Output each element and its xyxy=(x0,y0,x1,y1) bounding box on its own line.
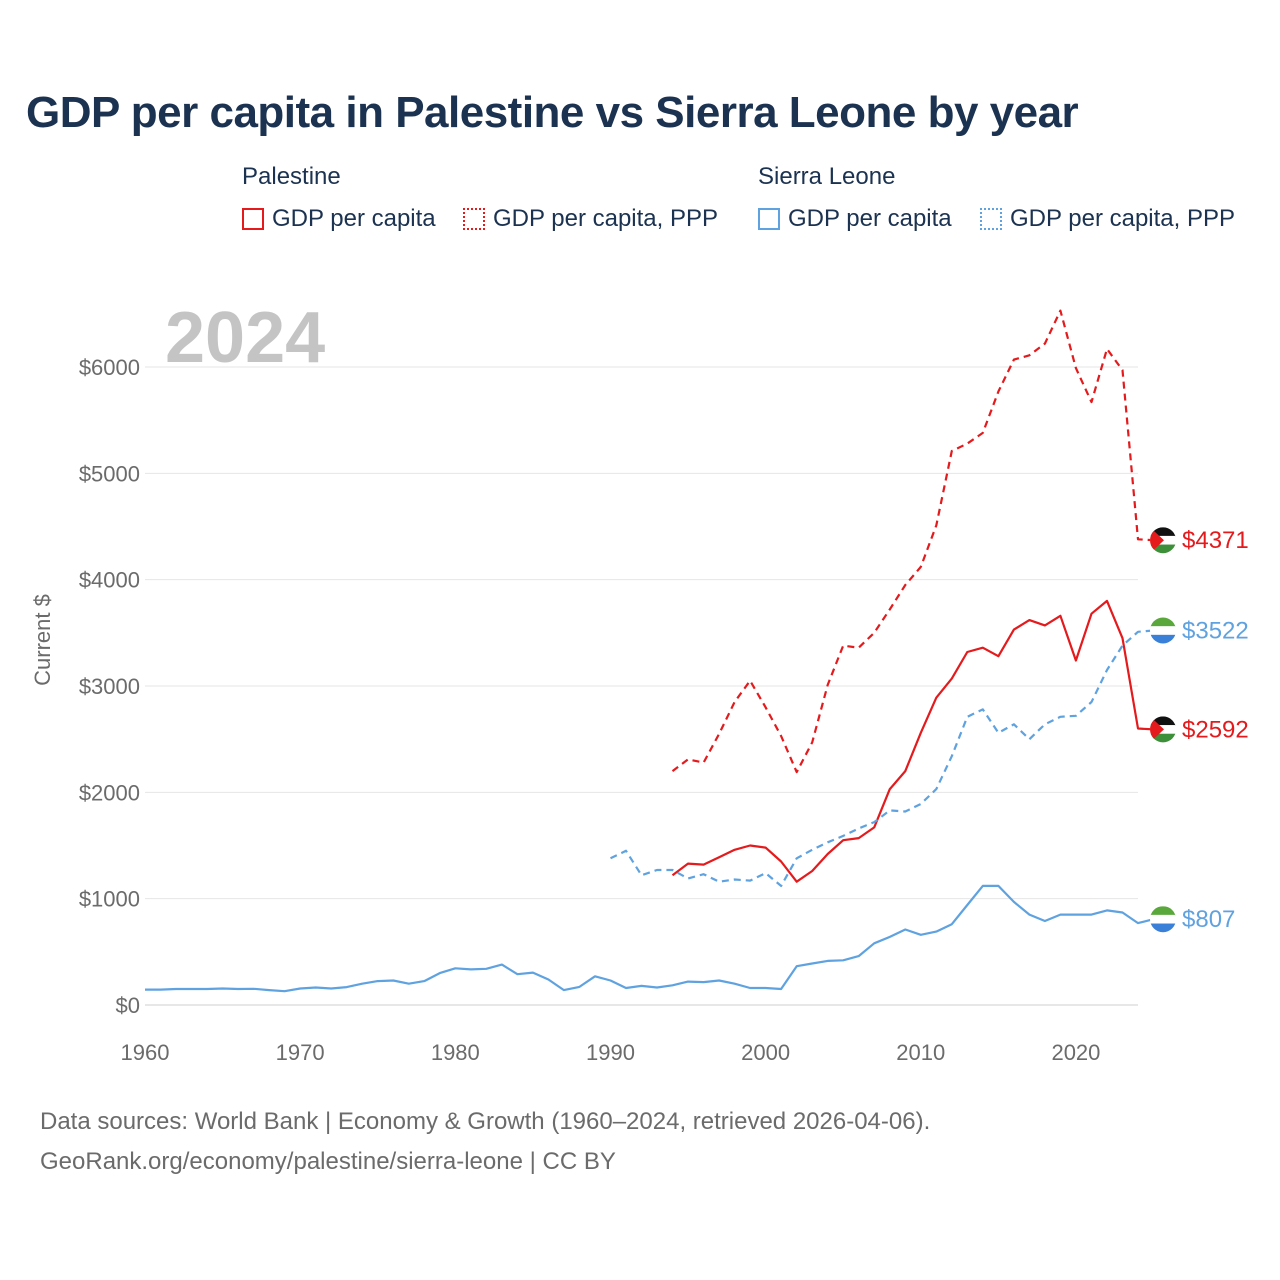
x-tick-label: 2000 xyxy=(741,1040,790,1065)
year-watermark: 2024 xyxy=(165,298,325,378)
series-line-sierra-leone-gdp-per-capita-ppp xyxy=(610,629,1154,888)
palestine-flag-icon xyxy=(1150,527,1176,554)
x-tick-label: 1960 xyxy=(121,1040,170,1065)
footer-attribution: GeoRank.org/economy/palestine/sierra-leo… xyxy=(40,1148,616,1175)
series-line-palestine-gdp-per-capita xyxy=(671,599,1154,883)
y-tick-label: $0 xyxy=(116,993,140,1018)
x-tick-label: 1970 xyxy=(276,1040,325,1065)
chart-title: GDP per capita in Palestine vs Sierra Le… xyxy=(26,88,1079,137)
y-tick-label: $6000 xyxy=(79,355,140,380)
y-tick-label: $4000 xyxy=(79,568,140,593)
legend-label: GDP per capita, PPP xyxy=(493,205,718,232)
legend-label: GDP per capita xyxy=(272,205,436,232)
legend-item-palestine-gdp-ppp[interactable]: GDP per capita, PPP xyxy=(463,204,718,234)
series-line-sierra-leone-gdp-per-capita xyxy=(145,884,1154,993)
legend-item-sierra-leone-gdp-ppp[interactable]: GDP per capita, PPP xyxy=(980,204,1235,234)
legend-label: GDP per capita xyxy=(788,205,952,232)
end-value-label: $4371 xyxy=(1182,527,1249,554)
x-tick-label: 2020 xyxy=(1051,1040,1100,1065)
legend-swatch-solid-blue xyxy=(758,208,780,230)
x-tick-label: 2010 xyxy=(896,1040,945,1065)
end-value-label: $2592 xyxy=(1182,716,1249,743)
end-value-label: $807 xyxy=(1182,906,1235,933)
legend-item-palestine-gdp[interactable]: GDP per capita xyxy=(242,204,436,234)
x-tick-label: 1980 xyxy=(431,1040,480,1065)
legend-group-sierra-leone: Sierra Leone xyxy=(758,163,896,190)
footer-sources: Data sources: World Bank | Economy & Gro… xyxy=(40,1108,931,1135)
y-tick-label: $2000 xyxy=(79,780,140,805)
legend-swatch-dotted-red xyxy=(463,208,485,230)
palestine-flag-icon xyxy=(1150,716,1176,743)
legend-swatch-dotted-blue xyxy=(980,208,1002,230)
y-tick-label: $5000 xyxy=(79,461,140,486)
legend-swatch-solid-red xyxy=(242,208,264,230)
sierra-leone-flag-icon xyxy=(1150,617,1176,644)
legend-group-palestine: Palestine xyxy=(242,163,341,190)
x-tick-label: 1990 xyxy=(586,1040,635,1065)
sierra-leone-flag-icon xyxy=(1150,906,1176,933)
series-line-palestine-gdp-per-capita-ppp xyxy=(671,309,1154,774)
y-tick-label: $1000 xyxy=(79,887,140,912)
legend-label: GDP per capita, PPP xyxy=(1010,205,1235,232)
y-tick-label: $3000 xyxy=(79,674,140,699)
y-axis-label: Current $ xyxy=(30,594,55,686)
legend-item-sierra-leone-gdp[interactable]: GDP per capita xyxy=(758,204,952,234)
end-value-label: $3522 xyxy=(1182,617,1249,644)
